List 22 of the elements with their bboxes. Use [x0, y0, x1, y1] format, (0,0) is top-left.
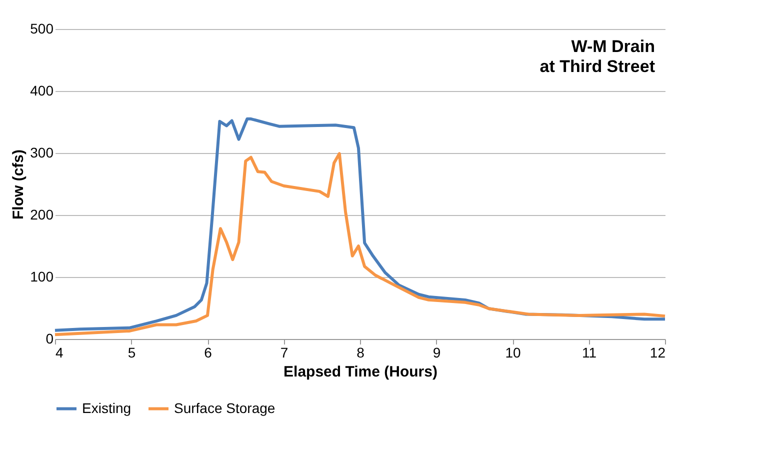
y-tick-label: 400 [30, 82, 54, 98]
y-tick-label: 300 [30, 144, 54, 160]
x-tick-label: 6 [204, 344, 212, 360]
y-tick-label: 500 [30, 20, 54, 36]
x-tick-label: 11 [582, 344, 597, 360]
legend-label: Existing [82, 400, 132, 416]
x-tick-label: 10 [505, 344, 521, 360]
annotation: W-M Drain [571, 37, 655, 56]
x-tick-label: 7 [280, 344, 288, 360]
y-tick-label: 100 [30, 268, 54, 284]
x-tick-label: 12 [650, 344, 666, 360]
line-series [54, 152, 666, 336]
x-axis-title: Elapsed Time (Hours) [284, 364, 438, 380]
y-axis-title: Flow (cfs) [10, 150, 28, 220]
annotation: at Third Street [540, 57, 656, 76]
x-tick-label: 5 [128, 344, 136, 360]
y-tick-label: 200 [30, 206, 54, 222]
x-tick-label: 8 [356, 344, 365, 360]
legend-label: Surface Storage [174, 400, 276, 416]
x-tick-label: 9 [432, 344, 441, 360]
x-tick-label: 4 [56, 344, 64, 360]
y-tick-label: 0 [46, 330, 54, 346]
